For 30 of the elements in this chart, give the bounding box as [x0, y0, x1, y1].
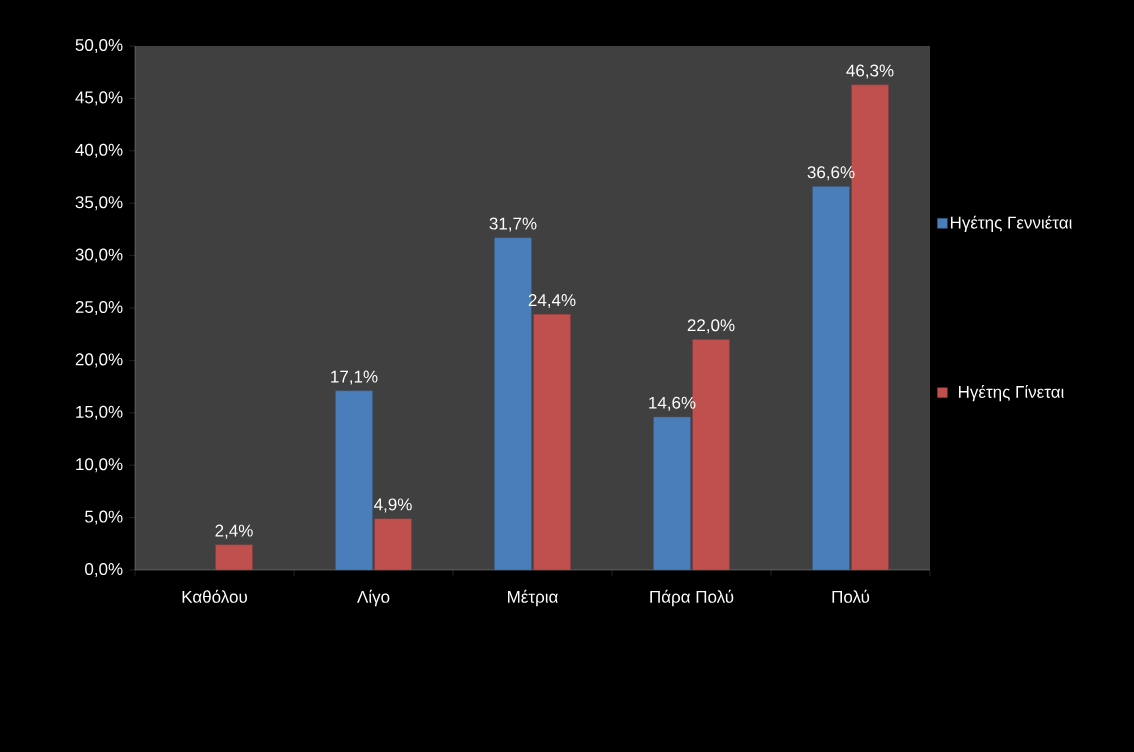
- y-tick-label: 5,0%: [85, 510, 123, 525]
- y-tick-label: 40,0%: [75, 143, 123, 158]
- data-label: 4,9%: [374, 498, 412, 513]
- bar: [215, 544, 253, 571]
- y-tick-label: 15,0%: [76, 405, 123, 420]
- x-tick-label: Μέτρια: [508, 589, 558, 607]
- data-label: 17,1%: [331, 370, 378, 385]
- y-tick-label: 20,0%: [75, 353, 123, 368]
- bar: [533, 314, 571, 571]
- bar: [335, 390, 373, 571]
- data-label: 22,0%: [687, 319, 735, 334]
- bar: [374, 518, 412, 571]
- y-tick-label: 25,0%: [75, 300, 123, 316]
- y-tick-label: 10,0%: [76, 458, 123, 473]
- y-tick-label: 0,0%: [85, 562, 123, 578]
- data-label: 2,4%: [215, 524, 253, 539]
- legend-label: Ηγέτης Γεννιέται: [950, 215, 1072, 232]
- data-label: 31,7%: [489, 217, 537, 232]
- x-tick-label: Πάρα Πολύ: [650, 589, 734, 607]
- y-tick-label: 30,0%: [75, 248, 123, 263]
- bar: [653, 416, 691, 571]
- legend-label: Ηγέτης Γίνεται: [959, 384, 1064, 402]
- y-tick-label: 50,0%: [75, 38, 123, 54]
- y-tick-label: 45,0%: [75, 91, 123, 106]
- x-tick-label: Λίγο: [357, 589, 390, 607]
- x-tick-label: Καθόλου: [182, 589, 247, 603]
- y-tick-label: 35,0%: [75, 196, 123, 211]
- x-tick-label: Πολύ: [832, 589, 870, 603]
- bar: [812, 186, 850, 571]
- data-label: 46,3%: [846, 64, 894, 79]
